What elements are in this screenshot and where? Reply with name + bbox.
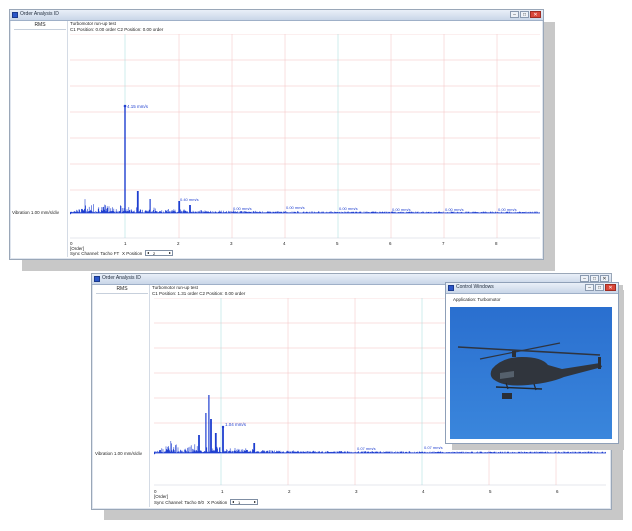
control-window-titlebar[interactable]: Control Windows – □ ✕ [446, 283, 618, 294]
rms-tab[interactable]: RMS [116, 286, 128, 292]
x-position-stepper[interactable]: ◂ 1 ▸ [230, 499, 258, 505]
chevron-right-icon[interactable]: ▸ [168, 250, 171, 255]
control-window[interactable]: Control Windows – □ ✕ Application: Turbo… [445, 282, 619, 444]
application-label: Application: Turbomotor [453, 297, 501, 302]
maximize-icon[interactable]: □ [590, 275, 599, 282]
harmonic-label: 0.00 mm/s [286, 205, 305, 210]
left-panel-divider [149, 285, 150, 507]
spectrum-trace [70, 191, 540, 213]
x-tick: 0 [154, 489, 157, 494]
harmonic-label: 0.00 mm/s [233, 206, 252, 211]
window1-controls: – □ ✕ [510, 11, 541, 19]
minimize-icon[interactable]: – [585, 284, 594, 291]
app-icon [448, 285, 454, 291]
app-icon [94, 276, 100, 282]
maximize-icon[interactable]: □ [520, 11, 529, 18]
cursor-positions: C1 Position: 0.00 order C2 Position: 0.0… [70, 27, 164, 32]
harmonic-label: 0.00 mm/s [445, 207, 464, 212]
x-tick: 5 [489, 489, 492, 494]
x-position-value: 2 [153, 251, 156, 256]
peak-marker [221, 425, 225, 429]
y-axis-label: Vibration 1.00 mm/s/div [12, 210, 59, 215]
spectrum-trace [154, 395, 606, 453]
window2-controls: – □ ✕ [580, 275, 609, 283]
x-axis-unit: [Order] [70, 246, 85, 251]
sync-channel-label: Sync Channel: Tacho 0/0 [154, 500, 204, 505]
y-axis-label: Vibration 1.00 mm/s/div [95, 451, 142, 456]
rms-tab-underline [96, 293, 148, 294]
x-axis-unit: [Order] [154, 494, 169, 499]
sync-channel-label: Sync Channel: Tacho FT [70, 251, 120, 256]
rms-tab-underline [14, 29, 66, 30]
minimize-icon[interactable]: – [580, 275, 589, 282]
window2-title: Order Analysis ID [102, 275, 141, 281]
app-icon [12, 12, 18, 18]
x-position-label: X Position [207, 500, 228, 505]
minimize-icon[interactable]: – [510, 11, 519, 18]
close-icon[interactable]: ✕ [600, 275, 609, 282]
helicopter-photo [450, 307, 612, 439]
peak-marker [123, 104, 127, 108]
x-tick: 1 [221, 489, 224, 494]
harmonic-label: 0.00 mm/s [498, 207, 517, 212]
cursor-dot[interactable] [154, 451, 156, 455]
x-tick: 8 [495, 241, 498, 246]
window2-titlebar[interactable]: Order Analysis ID – □ ✕ [92, 274, 611, 285]
grid [70, 34, 540, 239]
harmonic-label: 0.00 mm/s [392, 207, 411, 212]
helicopter-icon [457, 342, 602, 399]
x-tick: 3 [230, 241, 233, 246]
cursor-dot[interactable] [70, 211, 72, 215]
x-position-label: X Position [122, 251, 143, 256]
peak-label: 4.15 mm/s [127, 104, 149, 109]
x-tick: 4 [422, 489, 425, 494]
x-tick: 2 [288, 489, 291, 494]
x-tick: 3 [355, 489, 358, 494]
control-window-controls: – □ ✕ [585, 284, 616, 292]
control-window-title: Control Windows [456, 284, 494, 290]
x-tick: 2 [177, 241, 180, 246]
x-position-value: 1 [238, 500, 241, 505]
close-icon[interactable]: ✕ [605, 284, 616, 291]
cursor-positions: C1 Position: 1.31 order C2 Position: 0.0… [152, 291, 246, 296]
rms-tab[interactable]: RMS [34, 22, 46, 28]
chevron-left-icon[interactable]: ◂ [231, 499, 234, 504]
x-tick: 4 [283, 241, 286, 246]
x-tick: 5 [336, 241, 339, 246]
x-tick: 6 [556, 489, 559, 494]
harmonic-label: 0.00 mm/s [339, 206, 358, 211]
maximize-icon[interactable]: □ [595, 284, 604, 291]
chart-header-title: Turbomotor run-up test [152, 285, 198, 290]
chevron-left-icon[interactable]: ◂ [146, 250, 149, 255]
left-panel-divider [67, 21, 68, 257]
x-tick: 1 [124, 241, 127, 246]
harmonic-label: 0.07 mm/s [357, 446, 376, 451]
x-position-stepper[interactable]: ◂ 2 ▸ [145, 250, 173, 256]
window1-title: Order Analysis ID [20, 11, 59, 17]
chevron-right-icon[interactable]: ▸ [253, 499, 256, 504]
peak-label: 1.04 mm/s [225, 422, 247, 427]
harmonic-label: 0.40 mm/s [180, 197, 199, 202]
x-tick: 7 [442, 241, 445, 246]
harmonic-label: 0.07 mm/s [424, 445, 443, 450]
close-icon[interactable]: ✕ [530, 11, 541, 18]
window1-titlebar[interactable]: Order Analysis ID – □ ✕ [10, 10, 543, 21]
order-analysis-window-1[interactable]: Order Analysis ID – □ ✕ RMS Turbomotor r… [9, 9, 544, 260]
x-tick: 6 [389, 241, 392, 246]
spectrum-plot-1[interactable]: 4.15 mm/s 0.40 mm/s 0.00 mm/s 0.00 mm/s … [70, 34, 540, 242]
x-tick: 0 [70, 241, 73, 246]
chart-header-title: Turbomotor run-up test [70, 21, 116, 26]
